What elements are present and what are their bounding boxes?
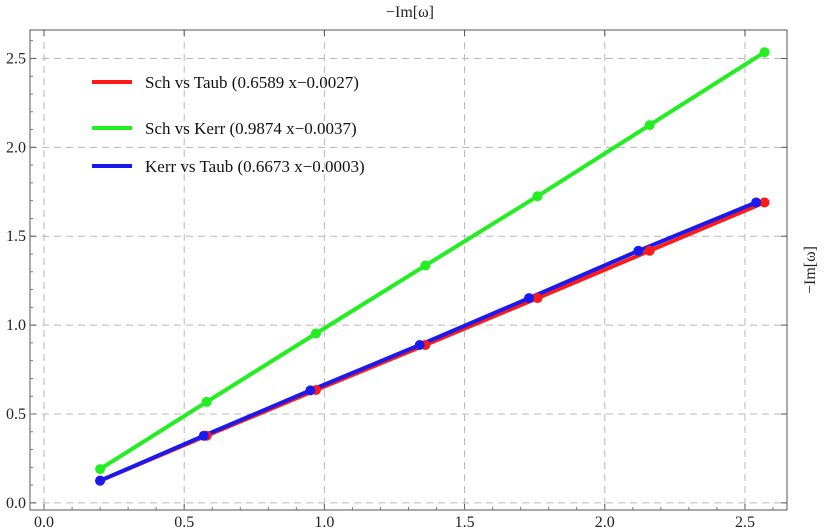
y-tick-label-3: 1.5 [6, 228, 26, 245]
y-tick-label-0: 0.0 [6, 495, 26, 512]
series-0-point-4 [532, 293, 543, 304]
series-layer [95, 47, 770, 486]
legend-label-2: Kerr vs Taub (0.6673 x−0.0003) [145, 157, 365, 176]
plot-frame [29, 29, 788, 511]
x-tick-label-5: 2.5 [735, 514, 755, 530]
series-2-point-0 [95, 475, 106, 486]
legend-label-0: Sch vs Taub (0.6589 x−0.0027) [145, 73, 359, 92]
series-0-point-5 [644, 245, 655, 256]
legend: Sch vs Taub (0.6589 x−0.0027) Sch vs Kerr… [92, 73, 365, 176]
top-axis-label: −Im[ω] [386, 4, 434, 21]
right-axis-label: −Im[ω] [802, 246, 819, 294]
series-1-point-2 [310, 328, 321, 339]
series-line-1 [99, 50, 766, 471]
ticks: 0.0 0.5 1.0 1.5 2.0 2.5 0.0 0.5 1.0 1.5 2.0 2.5 [6, 30, 787, 530]
x-tick-label-1: 0.5 [174, 514, 194, 530]
y-tick-label-5: 2.5 [6, 50, 26, 67]
legend-label-1: Sch vs Kerr (0.9874 x−0.0037) [145, 119, 357, 138]
x-tick-label-0: 0.0 [34, 514, 54, 530]
series-2-point-2 [305, 385, 316, 396]
series-1-point-4 [532, 191, 543, 202]
series-1-point-5 [644, 120, 655, 131]
grid [30, 30, 787, 510]
x-tick-label-2: 1.0 [314, 514, 334, 530]
series-2-point-5 [633, 245, 644, 256]
x-tick-label-3: 1.5 [455, 514, 475, 530]
series-2-point-3 [414, 340, 425, 351]
series-1-point-1 [201, 396, 212, 407]
series-1-point-0 [95, 464, 106, 475]
x-tick-label-4: 2.0 [595, 514, 615, 530]
series-2-point-6 [751, 197, 762, 208]
series-1-point-3 [420, 260, 431, 271]
series-2-point-1 [198, 430, 209, 441]
series-0-point-6 [759, 197, 770, 208]
y-tick-label-2: 1.0 [6, 317, 26, 334]
y-tick-label-4: 2.0 [6, 139, 26, 156]
series-2-point-4 [524, 293, 535, 304]
y-tick-label-1: 0.5 [6, 406, 26, 423]
series-1-point-6 [759, 47, 770, 58]
